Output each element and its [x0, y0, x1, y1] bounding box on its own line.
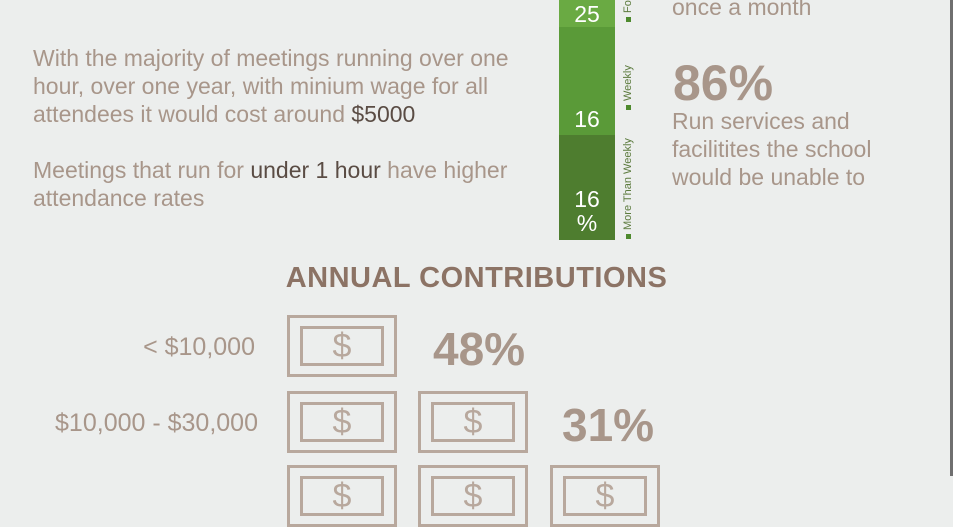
once-a-month-text: once a month [672, 0, 812, 20]
cost-paragraph: With the majority of meetings running ov… [33, 44, 553, 128]
legend-swatch-icon [625, 234, 631, 239]
services-description: Run services and facilitites the school … [672, 108, 872, 190]
frequency-segment-more-than-weekly: 16 % [559, 135, 615, 240]
cost-text: With the majority of meetings running ov… [33, 45, 509, 127]
dollar-bill-icon: $ [287, 391, 397, 453]
cost-highlight: $5000 [351, 101, 416, 127]
dollar-bill-icon: $ [550, 465, 660, 527]
legend-swatch-icon [625, 17, 631, 22]
legend-fortnightly: Fo [622, 0, 634, 22]
frequency-segment-fortnightly: 25 [559, 0, 615, 27]
dollar-bill-icon: $ [418, 391, 528, 453]
attendance-highlight: under 1 hour [250, 157, 381, 183]
frequency-value-more-than-weekly: 16 % [574, 186, 600, 236]
contributions-heading: ANNUAL CONTRIBUTIONS [285, 262, 668, 294]
contribution-row-label-2: $10,000 - $30,000 [55, 409, 258, 437]
legend-swatch-icon [625, 105, 631, 110]
dollar-bill-icon: $ [287, 465, 397, 527]
contribution-row-percent-1: 48% [433, 323, 526, 375]
frequency-segment-weekly: 16 [559, 27, 615, 135]
attendance-text-start: Meetings that run for [33, 157, 251, 183]
attendance-paragraph: Meetings that run for under 1 hour have … [33, 156, 553, 212]
contribution-row-percent-2: 31% [562, 399, 655, 451]
frequency-value-weekly: 16 [574, 106, 600, 132]
legend-more-than-weekly: More Than Weekly [622, 138, 634, 239]
frequency-value-fortnightly: 25 [574, 1, 600, 27]
services-stat: 86% [673, 55, 774, 111]
dollar-bill-icon: $ [418, 465, 528, 527]
contribution-row-label-1: < $10,000 [143, 333, 255, 361]
page-frame-edge [950, 0, 953, 476]
dollar-bill-icon: $ [287, 315, 397, 377]
legend-weekly: Weekly [622, 65, 634, 110]
attendance-text-end: have higher attendance rates [33, 157, 508, 211]
